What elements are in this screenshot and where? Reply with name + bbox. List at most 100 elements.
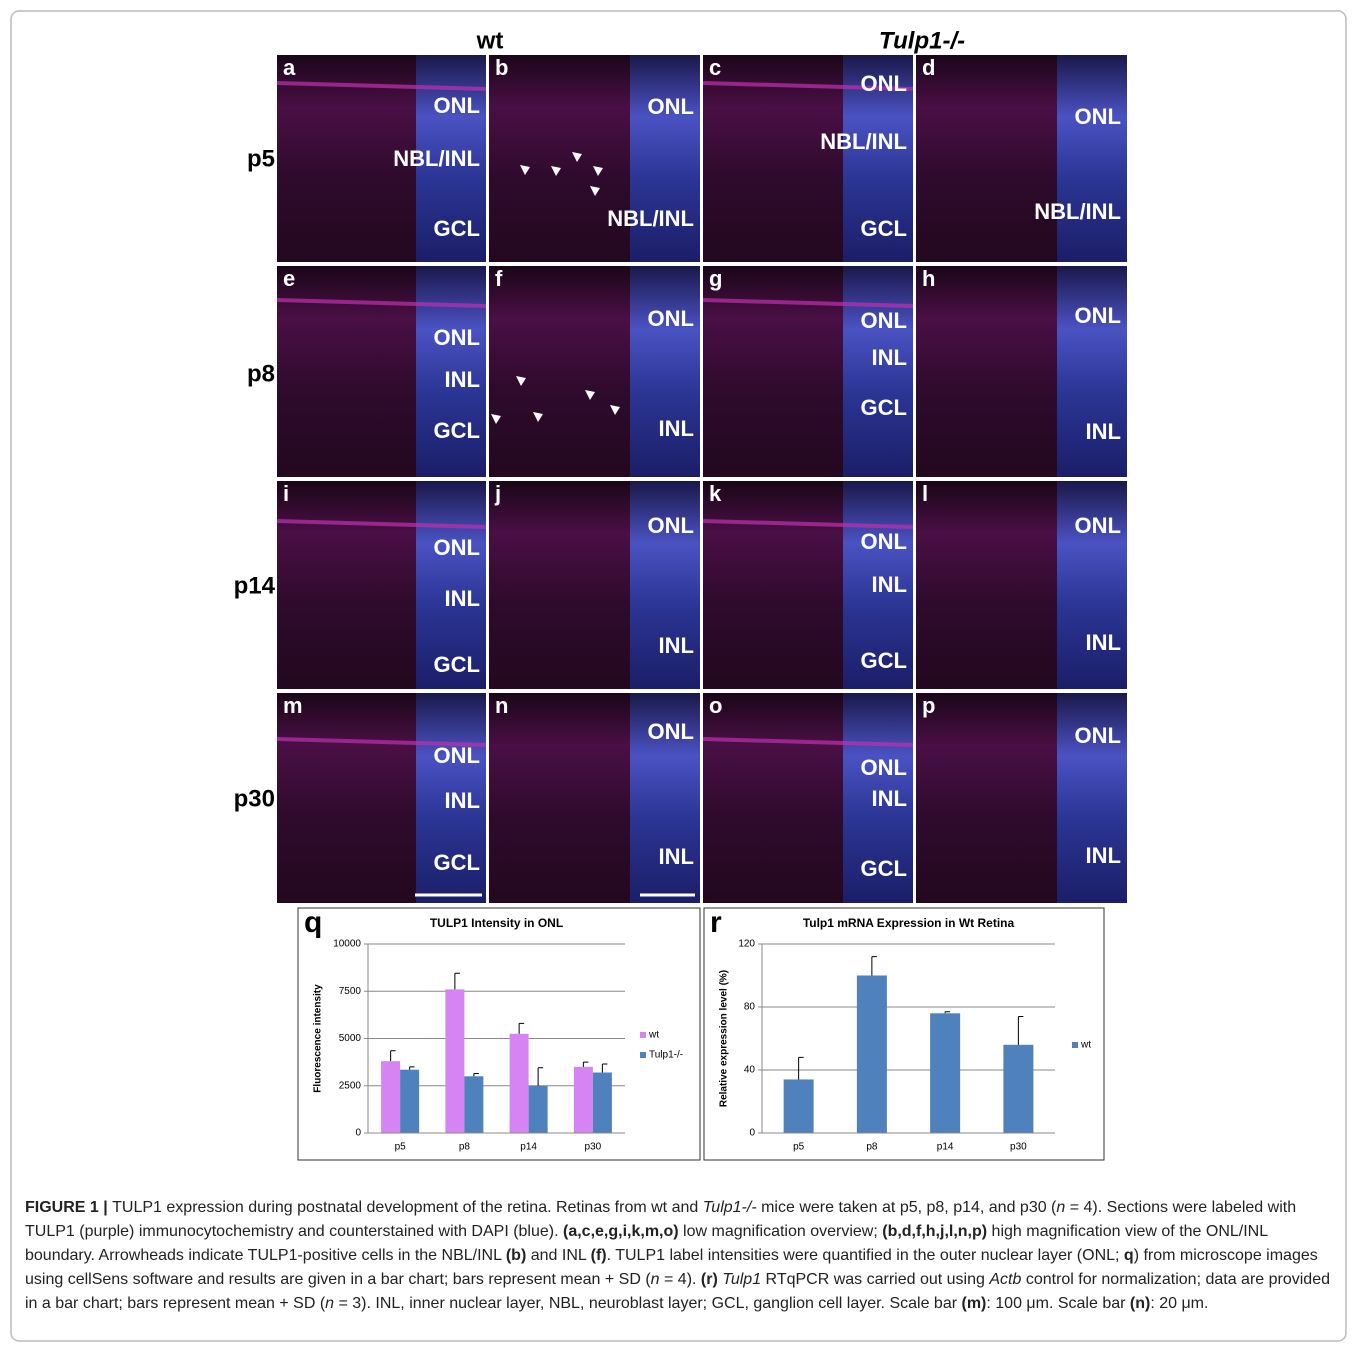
image-panel: kONLINLGCL	[703, 481, 913, 689]
dapi-strip	[1057, 266, 1127, 477]
bar	[445, 989, 464, 1133]
chart-letter: q	[304, 906, 322, 939]
caption-text: and INL	[526, 1247, 590, 1264]
layer-label: INL	[445, 586, 480, 611]
layer-label: ONL	[434, 535, 480, 560]
y-axis-label: Fluorescence intensity	[313, 984, 324, 1093]
bar	[1003, 1045, 1033, 1133]
panel-letter: o	[709, 693, 722, 718]
bar	[464, 1076, 483, 1133]
caption-text: (a,c,e,g,i,k,m,o)	[563, 1223, 679, 1240]
legend-label: Tulp1-/-	[649, 1050, 683, 1061]
caption-text: FIGURE 1 |	[25, 1199, 112, 1216]
panel-letter: c	[709, 55, 721, 80]
x-tick-label: p8	[866, 1142, 878, 1153]
layer-label: ONL	[1075, 723, 1121, 748]
caption-text: : 20 μm.	[1150, 1295, 1208, 1312]
caption-text: mice were taken at p5, p8, p14, and p30 …	[757, 1199, 1057, 1216]
x-tick-label: p30	[1010, 1142, 1027, 1153]
column-label: Tulp1-/-	[879, 27, 965, 54]
layer-label: INL	[659, 633, 694, 658]
panel-letter: d	[922, 55, 935, 80]
bar	[529, 1086, 548, 1133]
layer-label: INL	[1086, 843, 1121, 868]
column-label: wt	[476, 27, 504, 54]
layer-label: GCL	[434, 418, 480, 443]
bar	[510, 1034, 529, 1133]
caption-text: (b,d,f,h,j,l,n,p)	[882, 1223, 987, 1240]
layer-label: ONL	[648, 513, 694, 538]
x-tick-label: p5	[395, 1142, 407, 1153]
layer-label: NBL/INL	[820, 129, 907, 154]
layer-label: GCL	[861, 648, 907, 673]
caption-text: RTqPCR was carried out using	[761, 1271, 989, 1288]
layer-label: ONL	[434, 743, 480, 768]
panel-letter: f	[495, 266, 503, 291]
chart-letter: r	[710, 906, 722, 939]
layer-label: ONL	[434, 93, 480, 118]
panel-letter: e	[283, 266, 295, 291]
layer-label: INL	[872, 786, 907, 811]
layer-label: INL	[872, 345, 907, 370]
figure: aONLNBL/INLGCLbONLNBL/INLcONLNBL/INLGCLd…	[0, 0, 1358, 1353]
layer-label: ONL	[648, 719, 694, 744]
caption-text: (f)	[591, 1247, 607, 1264]
panel-letter: m	[283, 693, 303, 718]
image-panel: fONLINL	[489, 266, 700, 477]
x-tick-label: p14	[937, 1142, 954, 1153]
x-tick-label: p30	[585, 1142, 602, 1153]
panel-letter: g	[709, 266, 722, 291]
y-tick-label: 120	[738, 939, 755, 950]
layer-label: ONL	[434, 325, 480, 350]
layer-label: GCL	[434, 652, 480, 677]
panel-letter: p	[922, 693, 935, 718]
legend-swatch	[1072, 1042, 1078, 1048]
row-label: p14	[234, 572, 276, 599]
panel-letter: k	[709, 481, 722, 506]
bar	[400, 1070, 419, 1133]
caption-text: low magnification overview;	[679, 1223, 883, 1240]
chart: qTULP1 Intensity in ONL02500500075001000…	[298, 906, 700, 1160]
y-tick-label: 2500	[339, 1080, 362, 1091]
legend-swatch	[640, 1032, 646, 1038]
caption-text: = 3). INL, inner nuclear layer, NBL, neu…	[334, 1295, 961, 1312]
row-label: p5	[247, 145, 275, 172]
y-tick-label: 0	[355, 1128, 361, 1139]
x-tick-label: p14	[520, 1142, 537, 1153]
caption-text: TULP1 expression during postnatal develo…	[112, 1199, 703, 1216]
image-panel: oONLINLGCL	[703, 693, 913, 903]
x-tick-label: p5	[793, 1142, 805, 1153]
row-label: p30	[234, 785, 275, 812]
y-tick-label: 0	[749, 1128, 755, 1139]
caption-text: n	[651, 1271, 660, 1288]
layer-label: ONL	[648, 94, 694, 119]
bar	[381, 1061, 400, 1133]
layer-label: INL	[659, 844, 694, 869]
caption-text: (m)	[961, 1295, 986, 1312]
layer-label: ONL	[861, 71, 907, 96]
row-label: p8	[247, 360, 275, 387]
caption-text: (b)	[506, 1247, 526, 1264]
layer-label: NBL/INL	[607, 206, 694, 231]
page: aONLNBL/INLGCLbONLNBL/INLcONLNBL/INLGCLd…	[0, 0, 1358, 1353]
panel-letter: j	[494, 481, 501, 506]
caption: FIGURE 1 | TULP1 expression during postn…	[25, 1196, 1330, 1316]
caption-text: n	[1056, 1199, 1065, 1216]
bar	[784, 1079, 814, 1133]
layer-label: NBL/INL	[1034, 199, 1121, 224]
y-tick-label: 80	[744, 1002, 756, 1013]
image-panel: aONLNBL/INLGCL	[277, 55, 486, 262]
bar	[593, 1073, 612, 1133]
layer-label: ONL	[861, 308, 907, 333]
layer-label: ONL	[1075, 104, 1121, 129]
y-tick-label: 40	[744, 1065, 756, 1076]
layer-label: INL	[659, 416, 694, 441]
legend-label: wt	[1080, 1040, 1091, 1051]
